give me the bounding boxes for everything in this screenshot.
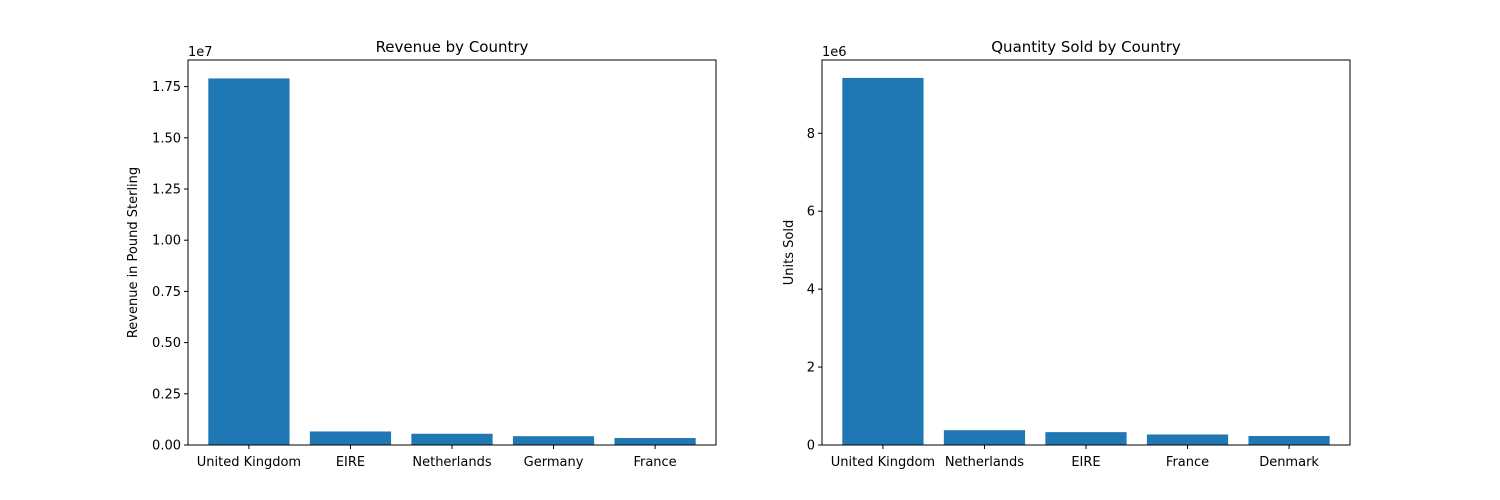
y-tick-label: 0.75 [152,285,181,300]
y-tick-label: 1.75 [152,80,181,95]
plot-frame [187,59,717,446]
quantity-chart: Quantity Sold by Country 1e6 Units Sold … [782,38,1351,470]
y-tick-label: 1.25 [152,183,181,198]
y-tick-label: 2 [807,361,815,376]
y-tick-label: 6 [807,205,815,220]
x-tick-label: France [633,455,676,470]
y-tick-label: 1.00 [152,234,181,249]
y-axis-label: Units Sold [782,220,797,285]
chart-title: Quantity Sold by Country [991,38,1181,56]
y-tick-label: 0.00 [152,439,181,454]
y-axis-label: Revenue in Pound Sterling [126,167,141,338]
x-tick-label: EIRE [336,455,365,470]
bars [208,78,696,446]
y-tick-label: 0.50 [152,336,181,351]
bar-france [614,438,696,445]
bar-eire [1045,432,1127,445]
bar-eire [309,431,392,445]
x-tick-label: France [1166,455,1209,470]
x-tick-label: Netherlands [945,455,1024,470]
y-tick-label: 8 [807,127,815,142]
bar-netherlands [943,430,1026,445]
bar-netherlands [411,433,493,445]
y-tick-label: 4 [807,283,815,298]
y-axis-offset-label: 1e7 [188,45,213,60]
plot-frame [821,59,1351,446]
chart-title: Revenue by Country [376,38,529,56]
x-tick-label: United Kingdom [831,455,935,470]
bar-denmark [1248,436,1330,445]
bar-united-kingdom [842,77,924,446]
bar-france [1146,434,1229,445]
y-axis-offset-label: 1e6 [822,45,847,60]
y-tick-label: 1.50 [152,131,181,146]
ticks: United Kingdom Netherlands EIRE France Denma… [807,127,1320,470]
x-tick-label: United Kingdom [197,455,301,470]
revenue-chart: Revenue by Country 1e7 Revenue in Pound … [126,38,717,470]
x-tick-label: Netherlands [412,455,491,470]
bar-united-kingdom [208,78,290,446]
ticks: United Kingdom EIRE Netherlands Germany Fran… [152,80,677,470]
x-tick-label: EIRE [1071,455,1100,470]
bar-germany [512,436,595,445]
bars [842,77,1330,446]
y-tick-label: 0.25 [152,387,181,402]
y-tick-label: 0 [807,439,815,454]
x-tick-label: Germany [524,455,584,470]
x-tick-label: Denmark [1259,455,1319,470]
